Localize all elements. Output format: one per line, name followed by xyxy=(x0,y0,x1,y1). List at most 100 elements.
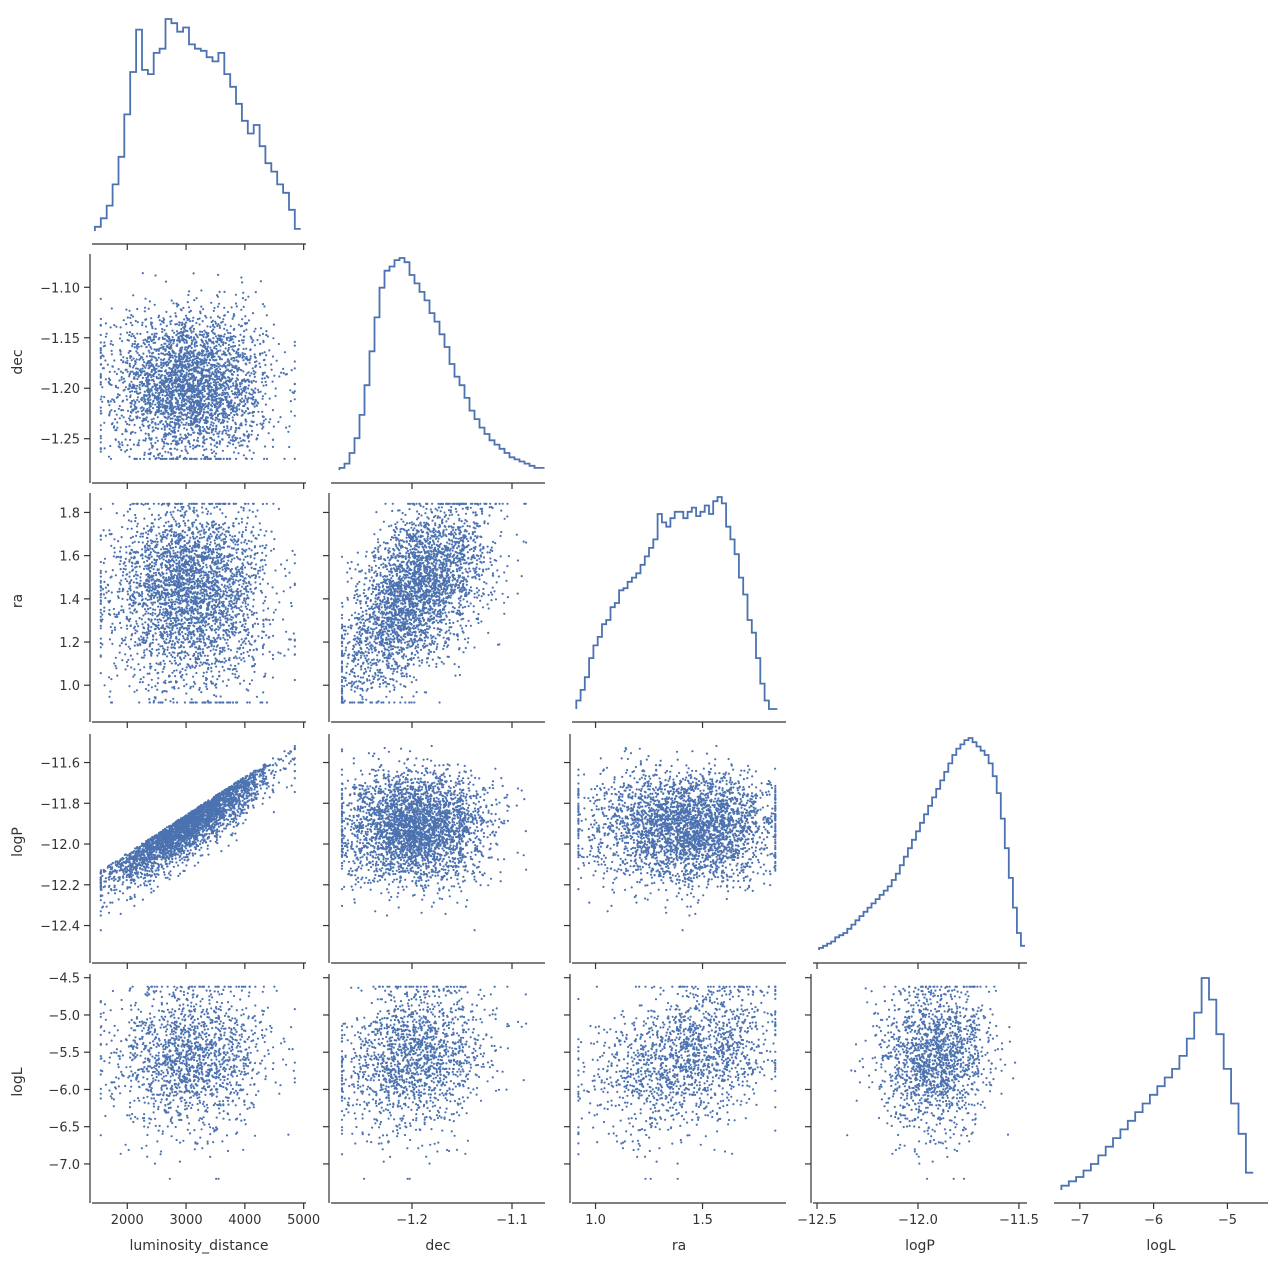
scatter-point xyxy=(223,307,225,309)
scatter-point xyxy=(193,272,195,274)
scatter-point xyxy=(272,409,274,411)
scatter-point xyxy=(201,331,203,333)
scatter-point xyxy=(219,317,221,319)
scatter-point xyxy=(108,381,110,383)
scatter-point xyxy=(142,359,144,361)
scatter-point xyxy=(280,372,282,374)
scatter-point xyxy=(225,432,227,434)
scatter-point xyxy=(131,390,133,392)
scatter-point xyxy=(167,451,169,453)
scatter-point xyxy=(189,357,191,359)
scatter-point xyxy=(236,413,238,415)
scatter-point xyxy=(202,336,204,338)
scatter-point xyxy=(187,375,189,377)
scatter-point xyxy=(200,289,202,291)
scatter-point xyxy=(249,362,251,364)
scatter-point xyxy=(135,411,137,413)
scatter-point xyxy=(194,344,196,346)
scatter-point xyxy=(103,422,105,424)
scatter-point xyxy=(181,401,183,403)
scatter-point xyxy=(263,305,265,307)
scatter-point xyxy=(121,441,123,443)
scatter-point xyxy=(155,328,157,330)
scatter-point xyxy=(250,434,252,436)
scatter-point xyxy=(179,433,181,435)
scatter-point xyxy=(282,368,284,370)
scatter-point xyxy=(127,410,129,412)
scatter-point xyxy=(233,414,235,416)
scatter-point xyxy=(219,325,221,327)
scatter-point xyxy=(105,378,107,380)
scatter-point xyxy=(261,352,263,354)
scatter-point xyxy=(223,336,225,338)
scatter-point xyxy=(217,315,219,317)
scatter-point xyxy=(196,297,198,299)
scatter-point xyxy=(246,458,248,460)
scatter-point xyxy=(108,456,110,458)
scatter-point xyxy=(192,330,194,332)
scatter-point xyxy=(163,445,165,447)
scatter-point xyxy=(119,443,121,445)
scatter-point xyxy=(108,377,110,379)
scatter-point xyxy=(213,422,215,424)
scatter-point xyxy=(237,374,239,376)
scatter-point xyxy=(137,321,139,323)
scatter-point xyxy=(266,314,268,316)
scatter-point xyxy=(290,410,292,412)
scatter-point xyxy=(248,319,250,321)
scatter-point xyxy=(210,443,212,445)
scatter-point xyxy=(149,399,151,401)
scatter-point xyxy=(176,401,178,403)
scatter-point xyxy=(225,367,227,369)
scatter-point xyxy=(110,326,112,328)
scatter-point xyxy=(249,449,251,451)
scatter-point xyxy=(189,446,191,448)
scatter-point xyxy=(144,403,146,405)
scatter-point xyxy=(138,401,140,403)
scatter-point xyxy=(139,333,141,335)
scatter-point xyxy=(160,362,162,364)
scatter-point xyxy=(183,438,185,440)
scatter-point xyxy=(214,321,216,323)
scatter-point xyxy=(203,428,205,430)
scatter-point xyxy=(161,374,163,376)
scatter-point xyxy=(260,327,262,329)
scatter-point xyxy=(134,432,136,434)
scatter-point xyxy=(160,359,162,361)
scatter-point xyxy=(233,371,235,373)
scatter-point xyxy=(261,411,263,413)
scatter-point xyxy=(157,440,159,442)
scatter-point xyxy=(210,349,212,351)
scatter-point xyxy=(235,294,237,296)
scatter-point xyxy=(234,397,236,399)
scatter-point xyxy=(126,360,128,362)
scatter-point xyxy=(179,397,181,399)
scatter-point xyxy=(195,322,197,324)
scatter-point xyxy=(100,435,102,437)
scatter-point xyxy=(118,408,120,410)
scatter-point xyxy=(226,425,228,427)
scatter-point xyxy=(201,392,203,394)
scatter-point xyxy=(197,408,199,410)
scatter-point xyxy=(129,317,131,319)
scatter-point xyxy=(109,445,111,447)
scatter-point xyxy=(213,307,215,309)
scatter-point xyxy=(150,322,152,324)
scatter-point xyxy=(149,300,151,302)
scatter-point xyxy=(294,398,296,400)
scatter-point xyxy=(231,306,233,308)
scatter-point xyxy=(161,331,163,333)
scatter-point xyxy=(110,458,112,460)
scatter-point xyxy=(213,439,215,441)
scatter-point xyxy=(184,405,186,407)
scatter-point xyxy=(213,342,215,344)
scatter-point xyxy=(162,317,164,319)
scatter-point xyxy=(128,334,130,336)
scatter-point xyxy=(265,381,267,383)
scatter-point xyxy=(109,411,111,413)
scatter-point xyxy=(254,344,256,346)
scatter-point xyxy=(126,449,128,451)
scatter-point xyxy=(180,328,182,330)
scatter-point xyxy=(203,400,205,402)
scatter-point xyxy=(224,333,226,335)
